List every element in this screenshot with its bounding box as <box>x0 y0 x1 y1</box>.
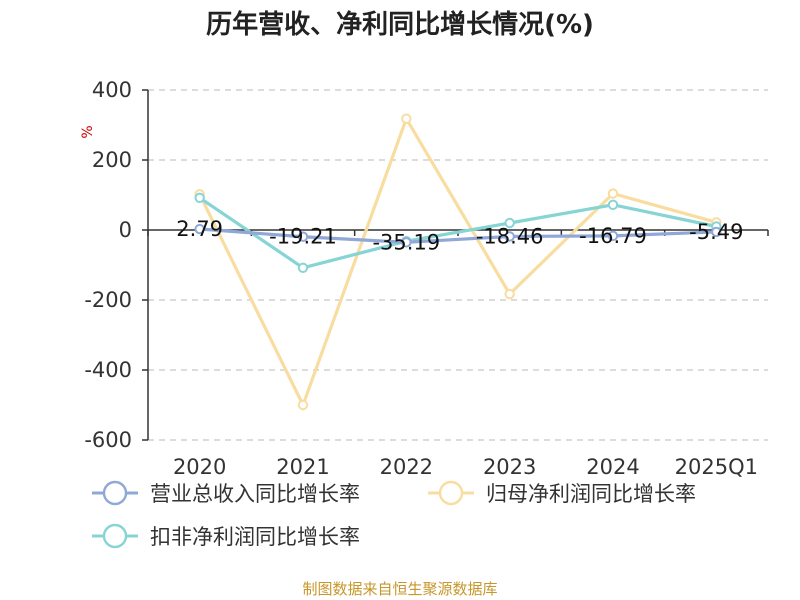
legend-item: 营业总收入同比增长率 <box>92 480 360 506</box>
legend-item: 归母净利润同比增长率 <box>428 480 696 506</box>
y-tick-label: -600 <box>84 428 132 452</box>
data-point <box>711 226 722 238</box>
data-point <box>401 237 412 248</box>
data-point <box>194 223 205 235</box>
x-tick-label: 2020 <box>173 455 226 479</box>
legend-label: 归母净利润同比增长率 <box>486 482 696 506</box>
x-tick-label: 2022 <box>380 455 433 479</box>
legend-swatch-circle <box>438 480 464 506</box>
data-point <box>504 288 515 300</box>
source-note: 制图数据来自恒生聚源数据库 <box>302 580 498 598</box>
y-tick-label: 200 <box>92 148 132 172</box>
legend-swatch-circle <box>102 523 128 549</box>
data-label: -5.49 <box>689 220 743 244</box>
legend-label: 营业总收入同比增长率 <box>150 482 360 506</box>
data-labels: 2.79 -19.21 -35.19 -18.46 -16.79 -5.49 <box>176 217 743 254</box>
x-tick-label: 2021 <box>276 455 329 479</box>
axes: 400 200 0 -200 -400 -600 2020 2021 2022 2023 2024 2… <box>84 78 769 479</box>
data-point <box>297 399 309 411</box>
data-label: -35.19 <box>372 230 440 254</box>
data-label: 2.79 <box>176 217 223 241</box>
y-axis-label: % <box>80 125 96 138</box>
series <box>194 113 722 411</box>
legend-label: 扣非净利润同比增长率 <box>150 525 360 549</box>
grid-lines <box>148 89 768 441</box>
data-point <box>194 192 205 204</box>
series-line <box>198 196 717 270</box>
chart-title: 历年营收、净利同比增长情况(%) <box>206 10 594 40</box>
data-point <box>504 231 515 242</box>
data-label: -16.79 <box>579 224 647 248</box>
data-point <box>401 113 412 124</box>
data-point <box>607 188 619 199</box>
y-tick-label: -200 <box>84 288 132 312</box>
data-point <box>504 217 515 229</box>
x-tick-label: 2024 <box>586 455 639 479</box>
legend-item: 扣非净利润同比增长率 <box>92 523 360 549</box>
data-label: -18.46 <box>476 224 544 248</box>
x-tick-label: 2023 <box>483 455 536 479</box>
y-tick-label: 400 <box>92 78 132 102</box>
data-point <box>297 231 309 242</box>
y-tick-label: -400 <box>84 358 132 382</box>
x-tick-label: 2025Q1 <box>675 455 758 479</box>
legend-swatch-circle <box>102 480 128 506</box>
data-label: -19.21 <box>269 225 337 249</box>
series-line <box>199 227 717 244</box>
data-point <box>297 262 309 273</box>
series-line <box>198 117 717 407</box>
data-point <box>607 199 619 211</box>
y-tick-label: 0 <box>119 218 132 242</box>
data-point <box>607 230 619 242</box>
